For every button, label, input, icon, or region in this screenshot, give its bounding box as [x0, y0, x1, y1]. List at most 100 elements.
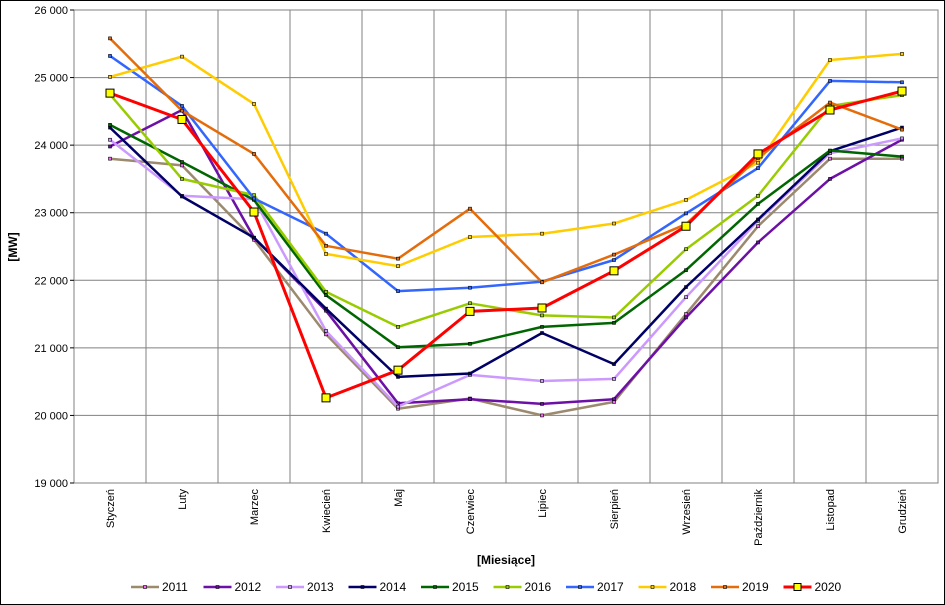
- y-tick-label: 19 000: [34, 478, 68, 490]
- data-point: [825, 105, 835, 115]
- data-point: [900, 154, 904, 159]
- data-point: [756, 160, 760, 165]
- data-point: [540, 325, 544, 329]
- data-point: [180, 104, 184, 108]
- legend-marker: [360, 585, 365, 589]
- data-point: [540, 313, 544, 318]
- legend-label: 2013: [307, 580, 334, 594]
- data-point: [393, 365, 403, 375]
- data-point: [108, 137, 112, 142]
- x-tick-label: Sierpień: [609, 489, 621, 529]
- data-point: [612, 252, 616, 257]
- data-point: [684, 295, 688, 299]
- data-point: [753, 149, 763, 159]
- data-point: [468, 235, 472, 239]
- data-point: [900, 136, 904, 141]
- data-point: [756, 224, 760, 229]
- data-point: [180, 177, 184, 181]
- series-line-2019: [109, 37, 903, 284]
- data-point: [177, 114, 187, 124]
- data-point: [756, 217, 760, 222]
- legend-marker: [433, 585, 437, 589]
- data-point: [396, 375, 400, 379]
- legend-label: 2018: [670, 580, 697, 594]
- series-2014: [108, 125, 904, 379]
- data-point: [684, 285, 688, 289]
- data-point: [180, 54, 184, 59]
- series-line-2011: [109, 157, 902, 417]
- data-point: [684, 268, 688, 272]
- legend-label: 2014: [380, 580, 407, 594]
- series-line-2020: [109, 89, 903, 400]
- legend-item-2017: 2017: [566, 580, 624, 594]
- data-point: [468, 371, 472, 376]
- data-point: [684, 211, 688, 216]
- data-point: [828, 148, 832, 153]
- legend-marker: [723, 585, 727, 589]
- data-point: [612, 258, 616, 262]
- data-point: [612, 221, 616, 226]
- data-point: [756, 194, 760, 198]
- x-tick-label: Czerwiec: [465, 489, 477, 535]
- x-tick-label: Wrzesień: [681, 489, 693, 535]
- data-point: [612, 362, 616, 366]
- series-line-2012: [109, 108, 903, 406]
- data-point: [180, 194, 184, 199]
- legend-item-2020: 2020: [783, 580, 842, 594]
- series-2020: [105, 86, 907, 403]
- data-point: [180, 108, 184, 113]
- legend-marker: [793, 583, 802, 591]
- data-point: [396, 256, 400, 261]
- x-tick-label: Maj: [393, 489, 405, 507]
- x-tick-label: Grudzień: [897, 489, 909, 534]
- legend-marker: [650, 585, 655, 589]
- data-point: [465, 306, 475, 316]
- data-point: [684, 198, 688, 202]
- x-tick-label: Październik: [753, 489, 765, 546]
- plot-area: [73, 9, 939, 484]
- data-point: [612, 397, 616, 402]
- data-point: [468, 301, 472, 306]
- legend-item-2013: 2013: [276, 580, 334, 594]
- legend-label: 2011: [162, 580, 188, 594]
- data-point: [468, 397, 472, 402]
- data-point: [828, 156, 832, 161]
- data-point: [321, 393, 331, 403]
- y-tick-label: 26 000: [34, 5, 68, 17]
- legend-label: 2016: [525, 580, 552, 594]
- legend-marker: [505, 585, 510, 589]
- data-point: [537, 303, 547, 313]
- x-tick-label: Luty: [177, 489, 189, 510]
- data-point: [108, 123, 112, 127]
- data-point: [612, 315, 616, 320]
- data-point: [108, 36, 112, 41]
- data-point: [684, 315, 688, 320]
- data-point: [252, 152, 256, 156]
- data-point: [540, 379, 544, 383]
- y-tick-label: 22 000: [34, 275, 68, 287]
- data-point: [540, 280, 544, 285]
- data-point: [324, 306, 328, 311]
- data-point: [468, 285, 472, 290]
- legend-marker: [578, 585, 582, 589]
- data-point: [324, 244, 328, 248]
- y-tick-label: 21 000: [34, 343, 68, 355]
- legend-label: 2015: [452, 580, 479, 594]
- legend-item-2015: 2015: [421, 580, 479, 594]
- data-point: [756, 202, 760, 206]
- data-point: [756, 240, 760, 245]
- data-point: [108, 75, 112, 79]
- y-tick-label: 24 000: [34, 140, 68, 152]
- x-tick-label: Kwiecień: [321, 489, 333, 533]
- data-point: [396, 404, 400, 409]
- data-point: [249, 207, 259, 217]
- data-point: [828, 177, 832, 181]
- data-point: [324, 293, 328, 297]
- data-point: [900, 127, 904, 132]
- data-point: [540, 402, 544, 406]
- data-point: [540, 413, 544, 418]
- data-point: [612, 321, 616, 325]
- data-point: [105, 88, 115, 98]
- data-point: [396, 325, 400, 329]
- data-point: [612, 377, 616, 381]
